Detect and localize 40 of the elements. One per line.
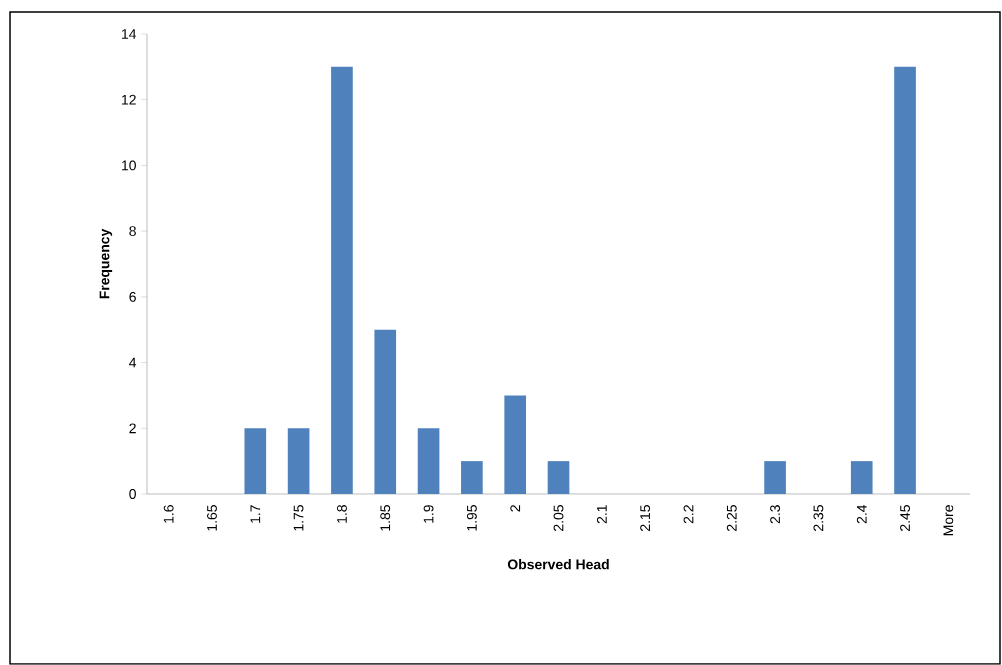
y-tick-label: 4	[129, 357, 137, 368]
x-tick-label: 2.45	[900, 505, 910, 532]
bar	[764, 461, 786, 495]
y-axis-title: Frequency	[99, 228, 113, 299]
x-tick-label: 2.4	[856, 505, 867, 524]
x-tick-label: 1.65	[207, 505, 217, 531]
x-tick-label: 2.05	[553, 505, 564, 532]
bar	[331, 66, 353, 495]
x-tick-label: 2.1	[596, 505, 607, 524]
x-tick-label: 2.3	[770, 505, 781, 524]
bar	[417, 428, 440, 495]
bar	[287, 428, 310, 495]
y-tick-label: 12	[122, 94, 136, 105]
y-tick-label: 8	[129, 226, 136, 237]
bar	[850, 461, 873, 495]
x-tick-label: 2.15	[640, 505, 651, 532]
x-tick-label: 2.25	[726, 505, 737, 532]
x-tick-label: 2	[510, 505, 521, 512]
x-tick-label: 2.2	[683, 505, 694, 524]
x-axis-title: Observed Head	[507, 559, 609, 570]
bar	[547, 461, 570, 495]
x-tick-label: 1.95	[466, 505, 477, 531]
bar	[894, 66, 916, 495]
x-tick-label: 1.85	[380, 505, 391, 531]
x-tick-label: 2.35	[813, 505, 824, 532]
y-tick-label: 0	[129, 489, 136, 500]
y-tick-label: 14	[122, 29, 137, 39]
y-tick-label: 6	[129, 292, 136, 302]
x-tick-label: 1.6	[163, 505, 174, 523]
x-tick-label: 1.9	[423, 505, 434, 523]
bar	[374, 329, 397, 495]
x-tick-label: 1.8	[336, 505, 347, 523]
x-tick-label: More	[943, 505, 954, 536]
x-tick-label: 1.7	[250, 505, 261, 523]
y-tick-label: 10	[122, 160, 136, 171]
bar	[461, 461, 483, 495]
bar	[504, 395, 527, 495]
x-tick-label: 1.75	[293, 505, 304, 531]
y-tick-label: 2	[129, 423, 136, 434]
bar	[244, 428, 267, 495]
